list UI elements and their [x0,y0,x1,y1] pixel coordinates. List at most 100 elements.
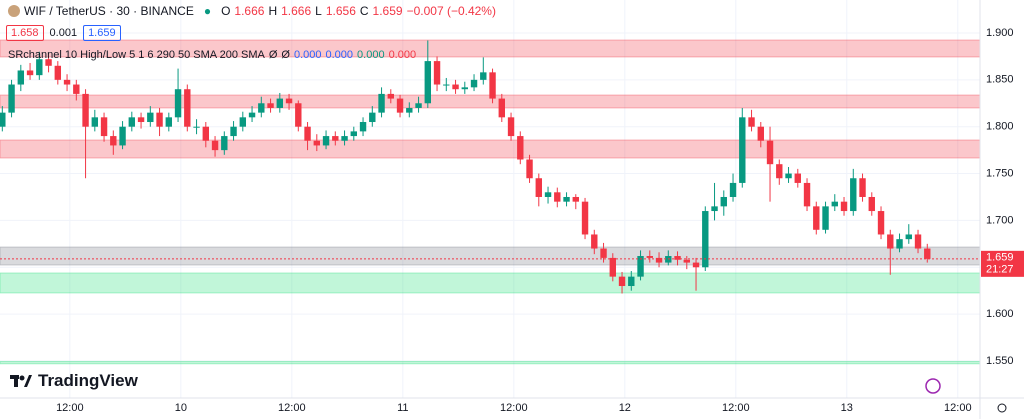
candle-body [674,256,681,260]
candle-body [369,112,376,123]
candle-body [507,117,515,137]
symbol[interactable]: WIF / TetherUS · 30 · BINANCE [24,4,194,18]
candle-body [822,206,829,230]
candle-body [480,72,487,80]
candle-body [258,103,265,113]
candle-body [692,262,700,268]
candle-body [304,126,311,141]
l-label: L [315,4,322,18]
candle-body [184,89,191,127]
legend-header: WIF / TetherUS · 30 · BINANCE ● O 1.666 H… [8,4,496,18]
candle-body [896,239,903,249]
candle-body [0,112,6,127]
candle-body [859,178,866,197]
candle-body [776,164,783,179]
x-tick-label: 12:00 [56,402,84,414]
candle-body [26,70,34,76]
candle-body [230,126,237,137]
candle-body [452,84,459,90]
price-tag [981,250,1024,277]
candle-body [609,257,616,277]
candle-body [387,93,394,99]
x-tick-label: 12 [619,402,631,414]
candle-body [498,98,505,118]
y-tick-label: 1.800 [986,121,1014,133]
candle-body [415,103,422,108]
candle-body [655,257,663,263]
h-value: 1.666 [281,4,312,18]
candle-body [73,84,80,94]
candle-body [406,107,413,113]
candle-body [517,136,524,160]
candle-body [8,84,15,113]
y-tick-label: 1.550 [986,355,1014,367]
x-tick-label: 12:00 [944,402,972,414]
status-dot: ● [203,4,212,18]
candle-body [91,117,99,127]
candle-body [794,173,801,183]
candle-body [156,112,163,127]
candle-body [905,234,912,240]
candle-body [766,140,774,165]
candle-body [128,117,136,127]
candle-body [193,126,200,128]
candle-body [470,79,478,88]
c-value: 1.659 [372,4,403,18]
candle-body [443,84,450,86]
candle-body [646,256,653,258]
candle-body [489,72,496,99]
candle-body [359,122,367,132]
sr-zone [0,360,981,365]
candle-body [100,117,108,137]
brand-text: TradingView [38,371,138,390]
candle-body [581,201,589,235]
sell-price[interactable]: 1.658 [6,25,44,41]
candle-body [850,178,857,212]
y-tick-label: 1.700 [986,214,1014,226]
candle-body [572,196,579,202]
candle-body [544,192,552,197]
candle-body [36,59,43,76]
x-tick-label: 12:00 [500,402,528,414]
indicator-name[interactable]: SRchannel 10 High/Low 5 1 6 290 50 SMA 2… [8,49,265,61]
y-tick-label: 1.750 [986,167,1014,179]
candle-body [563,196,570,202]
candle-body [683,259,690,263]
candle-body [803,182,811,207]
candle-body [63,79,71,85]
candle-body [313,140,321,146]
candle-body [424,61,431,104]
candle-body [720,196,727,207]
candle-body [295,103,302,127]
indicator-legend: SRchannel 10 High/Low 5 1 6 290 50 SMA 2… [8,49,416,61]
candle-body [813,206,820,230]
o-value: 1.666 [234,4,265,18]
candle-body [322,136,330,146]
price-tag-value: 1.659 [986,252,1014,264]
symbol-icon [8,5,20,17]
candle-body [221,136,228,151]
candle-body [137,117,145,123]
candle-body [554,192,561,202]
candle-body [45,59,52,66]
candle-body [350,131,357,137]
candle-body [119,126,126,146]
candle-body [868,196,875,212]
y-tick-label: 1.850 [986,74,1014,86]
spread: 0.001 [49,27,78,39]
candle-body [914,234,922,249]
candle-body [757,126,764,141]
settings-icon [997,403,1007,413]
indicator-value: 0.000 [388,49,417,61]
candle-body [202,126,210,141]
candle-body [877,211,885,235]
candle-body [526,159,533,179]
price-tag-countdown: 21:27 [986,264,1014,276]
brand-logo[interactable]: TradingView [10,371,138,391]
l-value: 1.656 [325,4,356,18]
candle-body [628,276,635,287]
candle-body [711,206,718,212]
buy-price[interactable]: 1.659 [83,25,121,41]
